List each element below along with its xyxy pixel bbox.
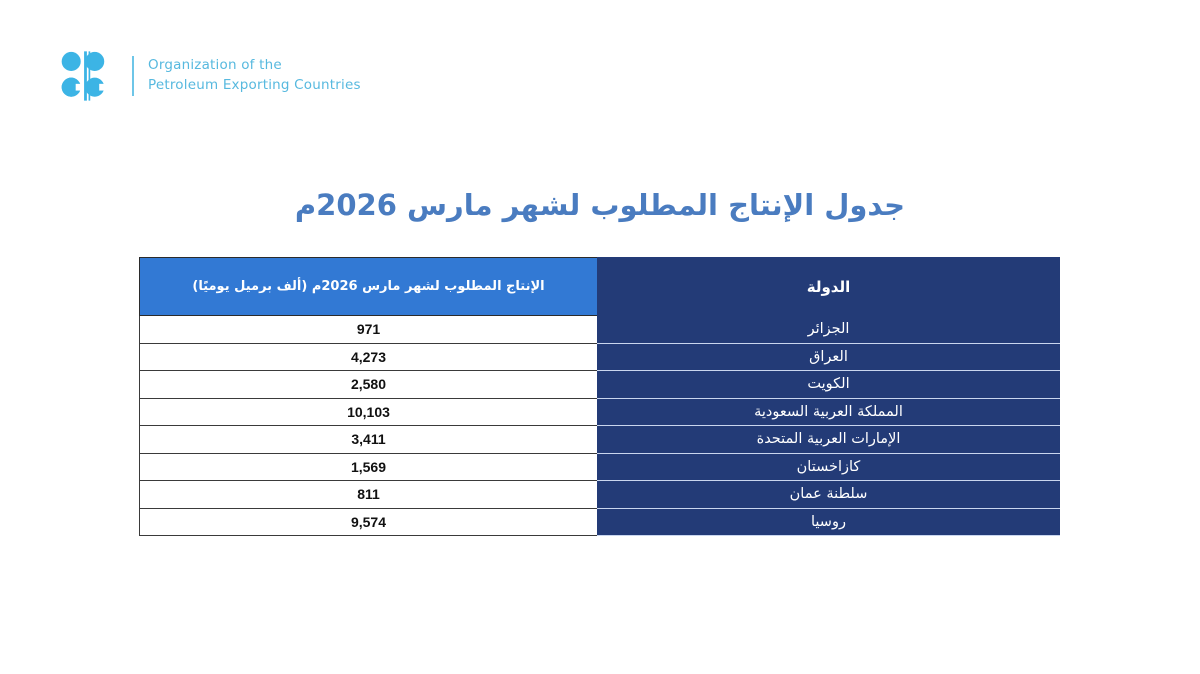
brand-line-1: Organization of the xyxy=(148,57,282,74)
cell-required-production: 1,569 xyxy=(139,452,598,481)
production-table: الدولة الإنتاج المطلوب لشهر مارس 2026م (… xyxy=(139,257,1060,536)
cell-country: روسيا xyxy=(597,507,1060,536)
table-body: الجزائر 971 العراق 4,273 الكويت 2,580 المملكة … xyxy=(139,315,1060,536)
cell-country: كازاخستان xyxy=(597,452,1060,481)
column-header-required-production: الإنتاج المطلوب لشهر مارس 2026م (ألف برم… xyxy=(139,257,598,316)
table-header-row: الدولة الإنتاج المطلوب لشهر مارس 2026م (… xyxy=(139,257,1060,316)
opec-brand-lockup: Organization of the Petroleum Exporting … xyxy=(60,48,361,104)
cell-country: الكويت xyxy=(597,370,1060,399)
brand-divider xyxy=(132,56,134,96)
table-row: الكويت 2,580 xyxy=(139,370,1060,399)
cell-country: المملكة العربية السعودية xyxy=(597,397,1060,426)
table-row: الجزائر 971 xyxy=(139,315,1060,344)
table-row: روسيا 9,574 xyxy=(139,507,1060,536)
column-header-country: الدولة xyxy=(597,257,1060,316)
cell-required-production: 971 xyxy=(139,315,598,344)
table-row: المملكة العربية السعودية 10,103 xyxy=(139,397,1060,426)
table-header: الدولة الإنتاج المطلوب لشهر مارس 2026م (… xyxy=(139,257,1060,316)
cell-required-production: 3,411 xyxy=(139,425,598,454)
brand-wordmark: Organization of the Petroleum Exporting … xyxy=(148,56,361,95)
opec-logo-icon xyxy=(61,51,106,101)
table-row: الإمارات العربية المتحدة 3,411 xyxy=(139,425,1060,454)
cell-required-production: 4,273 xyxy=(139,342,598,371)
cell-country: العراق xyxy=(597,342,1060,371)
page-title: جدول الإنتاج المطلوب لشهر مارس 2026م xyxy=(294,188,906,222)
table-row: كازاخستان 1,569 xyxy=(139,452,1060,481)
cell-required-production: 811 xyxy=(139,480,598,509)
cell-required-production: 10,103 xyxy=(139,397,598,426)
cell-required-production: 2,580 xyxy=(139,370,598,399)
cell-country: الإمارات العربية المتحدة xyxy=(597,425,1060,454)
cell-country: الجزائر xyxy=(597,315,1060,344)
production-table-container: الدولة الإنتاج المطلوب لشهر مارس 2026م (… xyxy=(139,257,1060,536)
cell-required-production: 9,574 xyxy=(139,507,598,536)
table-row: سلطنة عمان 811 xyxy=(139,480,1060,509)
table-row: العراق 4,273 xyxy=(139,342,1060,371)
cell-country: سلطنة عمان xyxy=(597,480,1060,509)
brand-line-2: Petroleum Exporting Countries xyxy=(148,77,361,93)
